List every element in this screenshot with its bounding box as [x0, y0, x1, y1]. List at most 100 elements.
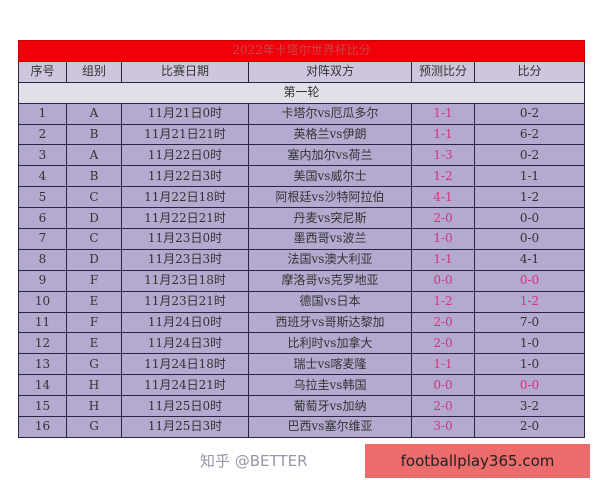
cell-index: 11	[18, 311, 67, 334]
cell-group: D	[66, 248, 122, 271]
cell-prediction: 1-1	[411, 353, 475, 376]
cell-prediction: 0-0	[411, 269, 475, 292]
cell-date: 11月22日0时	[121, 144, 249, 167]
cell-date: 11月24日0时	[121, 311, 249, 334]
table-row: 4 B 11月22日3时 美国vs威尔士 1-2 1-1	[18, 165, 586, 188]
table-row: 11 F 11月24日0时 西班牙vs哥斯达黎加 2-0 7-0	[18, 311, 586, 334]
cell-index: 5	[18, 186, 67, 209]
cell-score: 1-0	[473, 332, 586, 355]
cell-score: 6-2	[473, 123, 586, 146]
cell-group: B	[66, 123, 122, 146]
cell-group: A	[66, 144, 122, 167]
cell-score: 7-0	[473, 311, 586, 334]
cell-match: 葡萄牙vs加纳	[248, 395, 412, 418]
cell-date: 11月25日3时	[121, 416, 249, 438]
cell-index: 4	[18, 165, 67, 188]
cell-score: 1-0	[473, 353, 586, 376]
table-title: 2022年卡塔尔世界杯比分	[17, 40, 586, 62]
table-row: 6 D 11月22日21时 丹麦vs突尼斯 2-0 0-0	[18, 207, 586, 230]
cell-score: 0-2	[473, 144, 586, 167]
cell-group: H	[66, 374, 122, 397]
ad-banner[interactable]: footballplay365.com	[365, 444, 590, 478]
cell-index: 16	[18, 416, 67, 438]
cell-score: 2-0	[473, 416, 586, 438]
cell-index: 3	[18, 144, 67, 167]
cell-index: 15	[18, 395, 67, 418]
cell-group: G	[66, 416, 122, 438]
cell-match: 墨西哥vs波兰	[248, 228, 412, 250]
cell-match: 丹麦vs突尼斯	[248, 207, 412, 230]
cell-date: 11月25日0时	[121, 395, 249, 418]
cell-index: 14	[18, 374, 67, 397]
cell-match: 西班牙vs哥斯达黎加	[248, 311, 412, 334]
cell-group: H	[66, 395, 122, 418]
table-row: 13 G 11月24日18时 瑞士vs喀麦隆 1-1 1-0	[18, 353, 586, 376]
cell-group: G	[66, 353, 122, 376]
cell-index: 1	[18, 102, 67, 125]
cell-group: F	[66, 311, 122, 334]
cell-index: 12	[18, 332, 67, 355]
cell-date: 11月23日0时	[121, 228, 249, 250]
cell-match: 德国vs日本	[248, 290, 412, 313]
cell-match: 塞内加尔vs荷兰	[248, 144, 412, 167]
cell-score: 0-0	[473, 228, 586, 250]
cell-match: 摩洛哥vs克罗地亚	[248, 269, 412, 292]
table-row: 7 C 11月23日0时 墨西哥vs波兰 1-0 0-0	[18, 228, 586, 250]
header-match: 对阵双方	[248, 60, 412, 83]
cell-group: F	[66, 269, 122, 292]
header-index: 序号	[18, 60, 67, 83]
cell-match: 阿根廷vs沙特阿拉伯	[248, 186, 412, 209]
table-row: 12 E 11月24日3时 比利时vs加拿大 2-0 1-0	[18, 332, 586, 355]
cell-match: 比利时vs加拿大	[248, 332, 412, 355]
cell-score: 0-0	[473, 269, 586, 292]
cell-date: 11月23日3时	[121, 248, 249, 271]
cell-date: 11月22日18时	[121, 186, 249, 209]
cell-score: 3-2	[473, 395, 586, 418]
cell-match: 卡塔尔vs厄瓜多尔	[248, 102, 412, 125]
header-date: 比赛日期	[121, 60, 249, 83]
cell-date: 11月23日21时	[121, 290, 249, 313]
cell-prediction: 1-1	[411, 248, 475, 271]
cell-match: 英格兰vs伊朗	[248, 123, 412, 146]
cell-match: 瑞士vs喀麦隆	[248, 353, 412, 376]
cell-score: 1-1	[473, 165, 586, 188]
table-row: 10 E 11月23日21时 德国vs日本 1-2 1-2	[18, 290, 586, 313]
cell-index: 13	[18, 353, 67, 376]
cell-prediction: 1-3	[411, 144, 475, 167]
cell-prediction: 1-0	[411, 228, 475, 250]
header-score: 比分	[473, 60, 586, 83]
cell-group: C	[66, 186, 122, 209]
table-row: 2 B 11月21日21时 英格兰vs伊朗 1-1 6-2	[18, 123, 586, 146]
cell-group: B	[66, 165, 122, 188]
table-row: 14 H 11月24日21时 乌拉圭vs韩国 0-0 0-0	[18, 374, 586, 397]
cell-match: 乌拉圭vs韩国	[248, 374, 412, 397]
table-row: 5 C 11月22日18时 阿根廷vs沙特阿拉伯 4-1 1-2	[18, 186, 586, 209]
cell-score: 1-2	[473, 186, 586, 209]
cell-date: 11月21日21时	[121, 123, 249, 146]
cell-date: 11月24日21时	[121, 374, 249, 397]
cell-prediction: 2-0	[411, 311, 475, 334]
cell-group: C	[66, 228, 122, 250]
table-row: 16 G 11月25日3时 巴西vs塞尔维亚 3-0 2-0	[18, 416, 586, 438]
cell-match: 法国vs澳大利亚	[248, 248, 412, 271]
cell-match: 巴西vs塞尔维亚	[248, 416, 412, 438]
cell-index: 8	[18, 248, 67, 271]
header-prediction: 预测比分	[411, 60, 475, 83]
table-row: 1 A 11月21日0时 卡塔尔vs厄瓜多尔 1-1 0-2	[18, 102, 586, 125]
cell-match: 美国vs威尔士	[248, 165, 412, 188]
table-row: 9 F 11月23日18时 摩洛哥vs克罗地亚 0-0 0-0	[18, 269, 586, 292]
cell-score: 1-2	[473, 290, 586, 313]
table-row: 3 A 11月22日0时 塞内加尔vs荷兰 1-3 0-2	[18, 144, 586, 167]
cell-date: 11月23日18时	[121, 269, 249, 292]
header-group: 组别	[66, 60, 122, 83]
cell-index: 9	[18, 269, 67, 292]
cell-date: 11月24日18时	[121, 353, 249, 376]
cell-prediction: 2-0	[411, 207, 475, 230]
cell-prediction: 1-2	[411, 165, 475, 188]
cell-date: 11月21日0时	[121, 102, 249, 125]
cell-group: D	[66, 207, 122, 230]
cell-group: A	[66, 102, 122, 125]
cell-group: E	[66, 332, 122, 355]
cell-prediction: 2-0	[411, 332, 475, 355]
cell-prediction: 1-2	[411, 290, 475, 313]
